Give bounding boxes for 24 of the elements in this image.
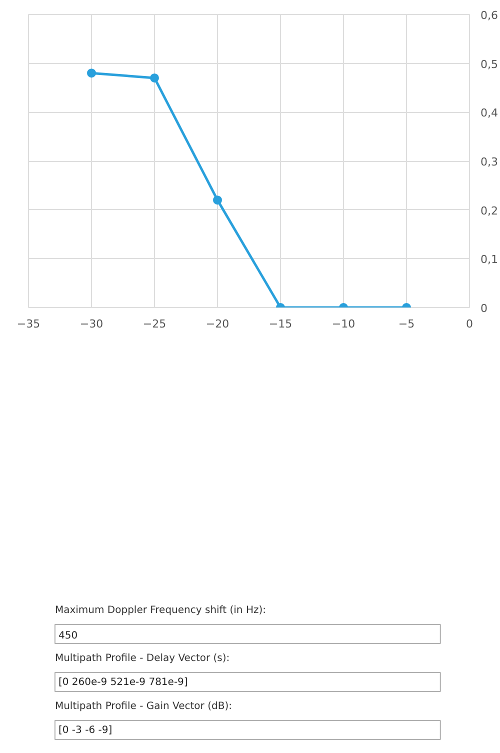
y-tick-label: 0,4 (480, 106, 498, 120)
text: Maximum Doppler Frequency shift (in Hz): (54, 605, 266, 616)
x-tick-label: −5 (398, 318, 415, 330)
x-tick-label: −15 (268, 318, 292, 330)
text: Multipath Profile - Gain Vector (dB): (54, 701, 232, 712)
x-tick-label: −10 (332, 318, 356, 330)
y-tick-label: 0,6 (480, 9, 498, 22)
y-tick-label: 0,5 (480, 58, 498, 71)
x-tick-label: −35 (16, 318, 40, 330)
point (87, 68, 96, 78)
y-tick-label: 0,3 (480, 156, 498, 168)
x-tick-label: 0 (466, 318, 473, 330)
x-tick-label: −30 (80, 318, 104, 330)
y-tick-label: 0,1 (480, 253, 498, 266)
point (150, 73, 159, 82)
y-tick-label: 0,2 (480, 204, 498, 218)
x-tick-label: −25 (142, 318, 166, 330)
x-tick-label: −20 (206, 318, 230, 330)
text: [0 260e-9 521e-9 781e-9] (58, 677, 188, 688)
point (213, 196, 222, 205)
text: Multipath Profile - Delay Vector (s): (54, 653, 230, 664)
y-tick-label: 0 (480, 302, 488, 315)
text: 450 (58, 630, 78, 642)
text: [0 -3 -6 -9] (58, 725, 112, 736)
